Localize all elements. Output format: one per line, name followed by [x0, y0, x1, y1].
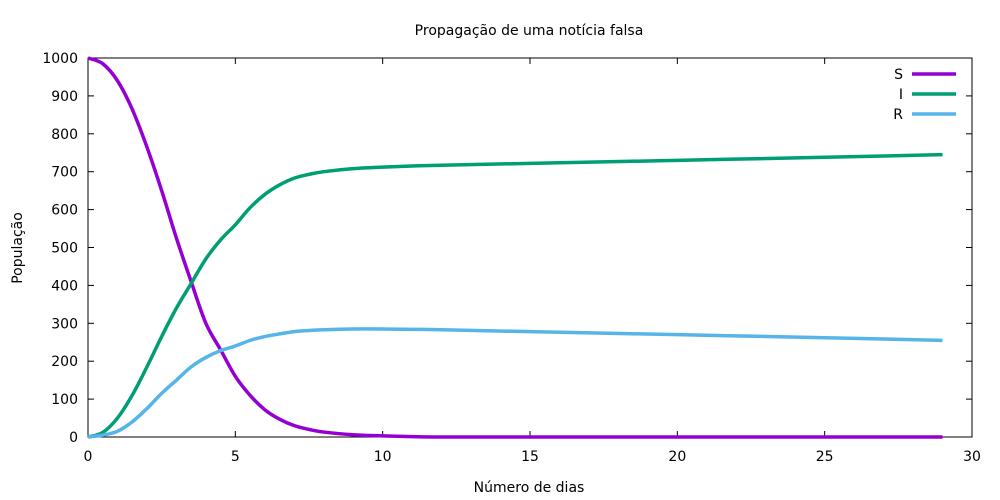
y-tick-label: 600 — [51, 203, 78, 219]
series-line-I — [87, 152, 943, 439]
x-tick-label: 30 — [963, 449, 981, 465]
x-tick-label: 0 — [84, 449, 93, 465]
x-tick-label: 20 — [668, 449, 686, 465]
x-axis-label: Número de dias — [474, 480, 585, 496]
legend: SIR — [893, 67, 956, 123]
series-lines — [87, 56, 943, 439]
y-axis-label: População — [10, 212, 26, 284]
tick-labels: 0 5 10 15 20 25 300100200300400500600700800900… — [42, 51, 981, 465]
y-tick-label: 900 — [51, 89, 78, 105]
chart-title: Propagação de uma notícia falsa — [415, 23, 644, 39]
y-tick-label: 100 — [51, 392, 78, 408]
y-tick-label: 400 — [51, 278, 78, 294]
y-tick-label: 800 — [51, 127, 78, 143]
y-tick-label: 300 — [51, 316, 78, 332]
x-tick-label: 5 — [231, 449, 240, 465]
y-tick-label: 0 — [69, 430, 78, 446]
x-tick-label: 25 — [816, 449, 834, 465]
y-tick-label: 1000 — [42, 51, 78, 67]
y-tick-label: 500 — [51, 241, 78, 257]
x-tick-label: 10 — [374, 449, 392, 465]
axes — [87, 57, 973, 438]
x-tick-label: 15 — [521, 449, 539, 465]
y-tick-label: 200 — [51, 354, 78, 370]
series-line-R — [87, 327, 943, 439]
legend-label-S: S — [894, 67, 903, 83]
legend-label-R: R — [893, 107, 903, 123]
series-line-S — [87, 56, 943, 439]
legend-label-I: I — [899, 87, 903, 103]
plot-frame — [87, 57, 973, 438]
y-tick-label: 700 — [51, 165, 78, 181]
